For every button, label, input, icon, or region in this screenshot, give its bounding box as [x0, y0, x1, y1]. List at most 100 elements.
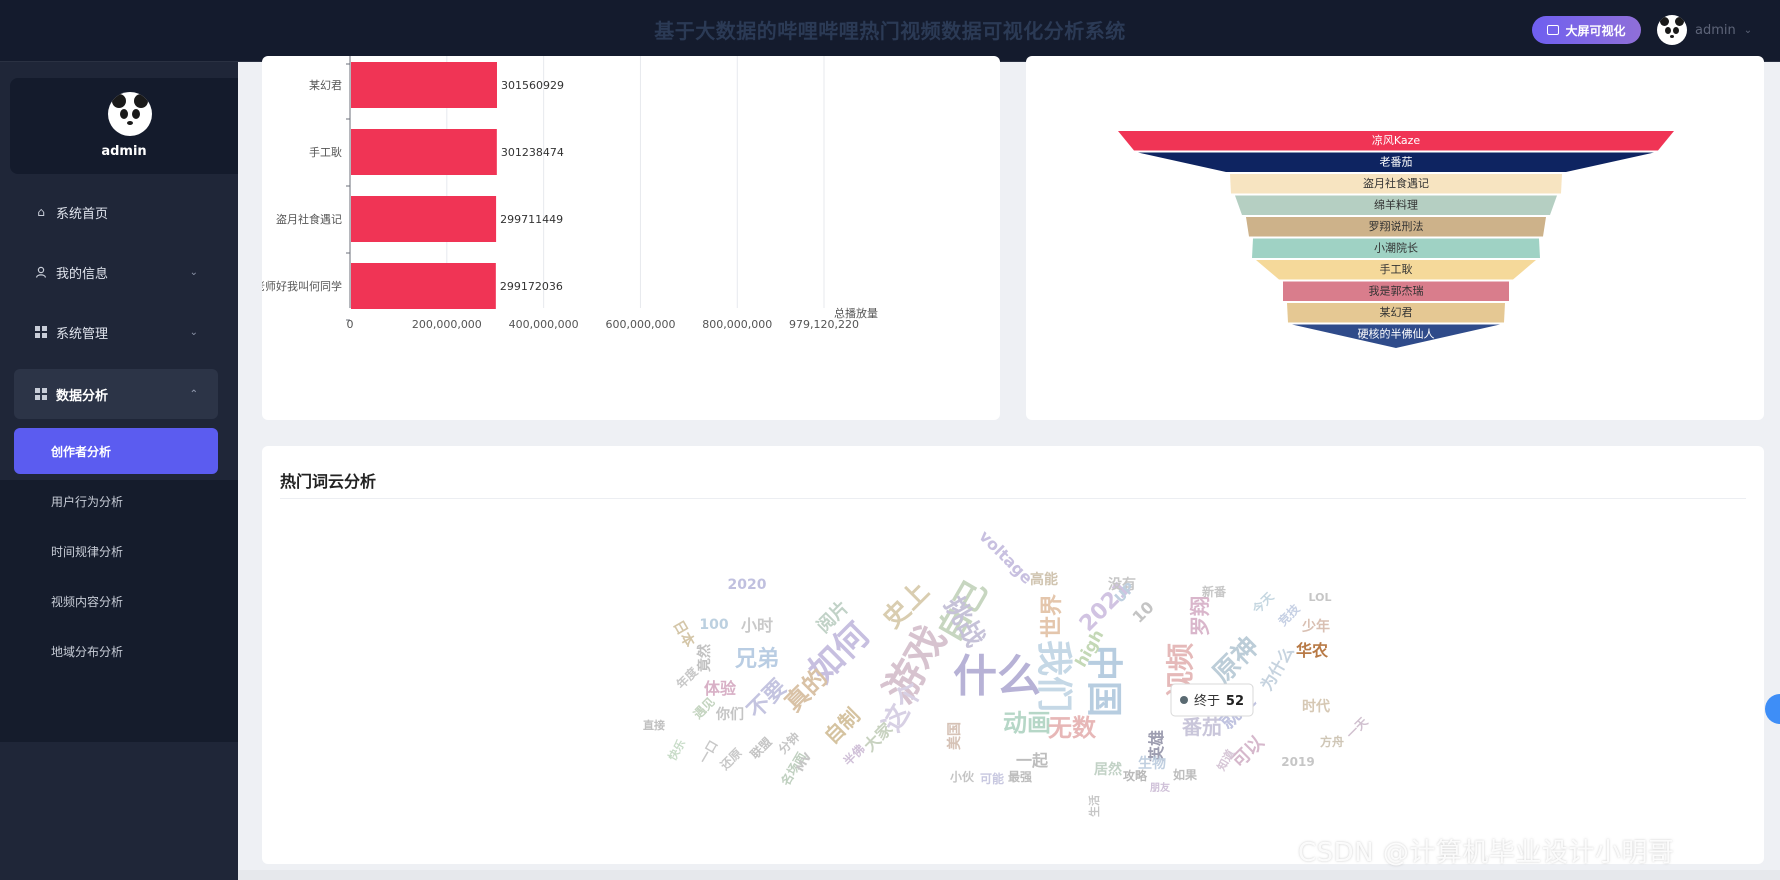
wordcloud-word: 生物: [1138, 755, 1166, 772]
wordcloud-word: 100: [699, 617, 728, 633]
funnel-segment: [1230, 174, 1562, 194]
sidebar-item-system-manage[interactable]: 系统管理 ⌄: [14, 308, 218, 356]
wordcloud-word: 方舟: [1320, 734, 1344, 749]
data-label: 299172036: [500, 280, 563, 293]
tooltip-value: 52: [1226, 694, 1244, 709]
sidebar-item-label: 数据分析: [56, 388, 109, 404]
wordcloud-word: 你们: [715, 706, 744, 723]
wordcloud-word: 居然: [1094, 761, 1122, 778]
wordcloud-word: 不要: [743, 675, 792, 724]
wordcloud-word: 少年: [1301, 618, 1330, 635]
wordcloud-word: 还原: [716, 745, 744, 773]
tooltip-marker: [1180, 696, 1188, 704]
funnel-segment: [1246, 217, 1546, 237]
y-tick-label: 手工耿: [309, 145, 342, 159]
wordcloud-word: 如果: [1173, 767, 1197, 782]
funnel-label: 某幻君: [1380, 306, 1413, 319]
bigscreen-button[interactable]: 大屏可视化: [1532, 16, 1641, 44]
tooltip-word: 终于: [1194, 693, 1220, 709]
chevron-up-icon: ⌃: [189, 388, 198, 400]
funnel-segment: [1287, 303, 1505, 323]
wordcloud-word: 竞技: [1275, 600, 1303, 628]
submenu-video-content[interactable]: 视频内容分析: [51, 594, 124, 609]
funnel-segment: [1256, 260, 1536, 280]
sidebar-item-home[interactable]: ⌂ 系统首页: [14, 188, 218, 236]
wordcloud-word: 直接: [643, 718, 665, 732]
wordcloud-word: 快乐: [664, 737, 688, 764]
wordcloud-word: 一起: [1016, 751, 1049, 770]
x-tick-label: 600,000,000: [605, 318, 675, 331]
wordcloud-word: 美国: [946, 722, 963, 750]
submenu-time-pattern[interactable]: 时间规律分析: [51, 544, 124, 559]
grid-icon: [34, 325, 48, 339]
monitor-icon: [1547, 25, 1560, 35]
submenu-creator-analysis[interactable]: 创作者分析: [14, 428, 218, 474]
tooltip-box: [1170, 683, 1254, 717]
wordcloud-word: 高能: [1030, 571, 1058, 588]
wordcloud-word: 遇见: [691, 695, 718, 722]
wordcloud-word: voltage: [975, 526, 1036, 587]
sidebar-item-data-analysis[interactable]: 数据分析 ⌃: [14, 369, 218, 419]
sidebar-profile: admin: [10, 78, 238, 174]
data-analysis-submenu: [0, 480, 238, 742]
sidebar-item-label: 我的信息: [56, 266, 109, 282]
header-user-menu[interactable]: admin ⌄: [1657, 15, 1752, 45]
home-icon: ⌂: [37, 205, 45, 219]
wordcloud-word: 中国: [1083, 645, 1124, 717]
funnel-segment: [1118, 131, 1674, 151]
wordcloud-word: 体验: [704, 679, 737, 698]
sidebar-item-my-info[interactable]: 我的信息 ⌄: [14, 248, 218, 296]
funnel-segment: [1292, 324, 1500, 348]
wordcloud-word: 可以: [1228, 732, 1268, 772]
funnel-label: 小潮院长: [1374, 241, 1418, 255]
funnel-label: 绵羊料理: [1374, 198, 1418, 212]
data-label: 301560929: [501, 79, 564, 92]
wordcloud-title: 热门词云分析: [280, 472, 377, 491]
funnel-segment: [1235, 195, 1557, 215]
system-title: 基于大数据的哔哩哔哩热门视频数据可视化分析系统: [654, 19, 1126, 43]
bar: [351, 62, 497, 108]
sidebar: admin ⌂ 系统首页 我的信息 ⌄ 系统管理 ⌄ 数据分析 ⌃ 创作者分析 …: [0, 62, 238, 880]
wordcloud-word: 动画: [1003, 709, 1051, 737]
creator-funnel-chart-card: 凉风Kaze 老番茄 盗月社食遇记 绵羊料理 罗翔说刑法 小潮院长 手工耿 我是郭杰瑞 某幻君硬…: [1026, 56, 1764, 420]
avatar: [1657, 15, 1687, 45]
funnel-label: 罗翔说刑法: [1369, 219, 1424, 233]
funnel-label: 手工耿: [1380, 262, 1413, 276]
wordcloud-word: 朋友: [1149, 781, 1170, 794]
funnel-segment: [1283, 281, 1509, 301]
sidebar-username: admin: [101, 144, 147, 159]
wordcloud-tooltip: 终于 52: [1170, 683, 1254, 717]
y-tick-label: 某幻君: [309, 79, 342, 92]
wordcloud-word: 今天: [1248, 588, 1277, 617]
submenu-region[interactable]: 地域分布分析: [51, 644, 124, 659]
horizontal-scrollbar[interactable]: [238, 870, 1780, 880]
wordcloud-word: 一天: [1344, 714, 1372, 742]
y-tick-label: 老师好我叫何同学: [262, 279, 342, 293]
header-username: admin: [1695, 22, 1736, 38]
user-icon: [34, 265, 48, 279]
avatar: [108, 92, 152, 136]
wordcloud-word: 番茄: [1181, 715, 1222, 739]
wordcloud-word: 攻略: [1123, 768, 1148, 783]
sidebar-item-label: 系统首页: [56, 206, 109, 222]
funnel-segment: [1138, 152, 1654, 172]
y-tick-label: 盗月社食遇记: [276, 212, 342, 226]
chevron-down-icon: ⌄: [189, 266, 198, 278]
watermark: CSDN @计算机毕业设计小明哥: [1298, 838, 1675, 868]
sidebar-item-label: 系统管理: [56, 326, 109, 342]
wordcloud-word: 原神: [1207, 631, 1265, 689]
x-tick-label: 200,000,000: [412, 318, 482, 331]
creator-play-bar-chart: 0 200,000,000 400,000,000 600,000,000 800,00…: [254, 7, 878, 331]
wordcloud-word: LOL: [1309, 591, 1332, 604]
wordcloud-word: 10: [1129, 598, 1158, 627]
wordcloud-word: 联盟: [748, 735, 775, 762]
wordcloud-word: 2019: [1281, 755, 1314, 769]
chevron-down-icon: ⌄: [189, 326, 198, 338]
expand-tab-icon[interactable]: [1765, 694, 1780, 724]
top-header: 基于大数据的哔哩哔哩热门视频数据可视化分析系统 大屏可视化 admin ⌄: [0, 0, 1780, 62]
grid-icon: [34, 387, 48, 401]
submenu-user-behavior[interactable]: 用户行为分析: [51, 494, 124, 509]
wordcloud-word: 无数: [1048, 714, 1097, 742]
funnel-label: 老番茄: [1380, 155, 1413, 169]
